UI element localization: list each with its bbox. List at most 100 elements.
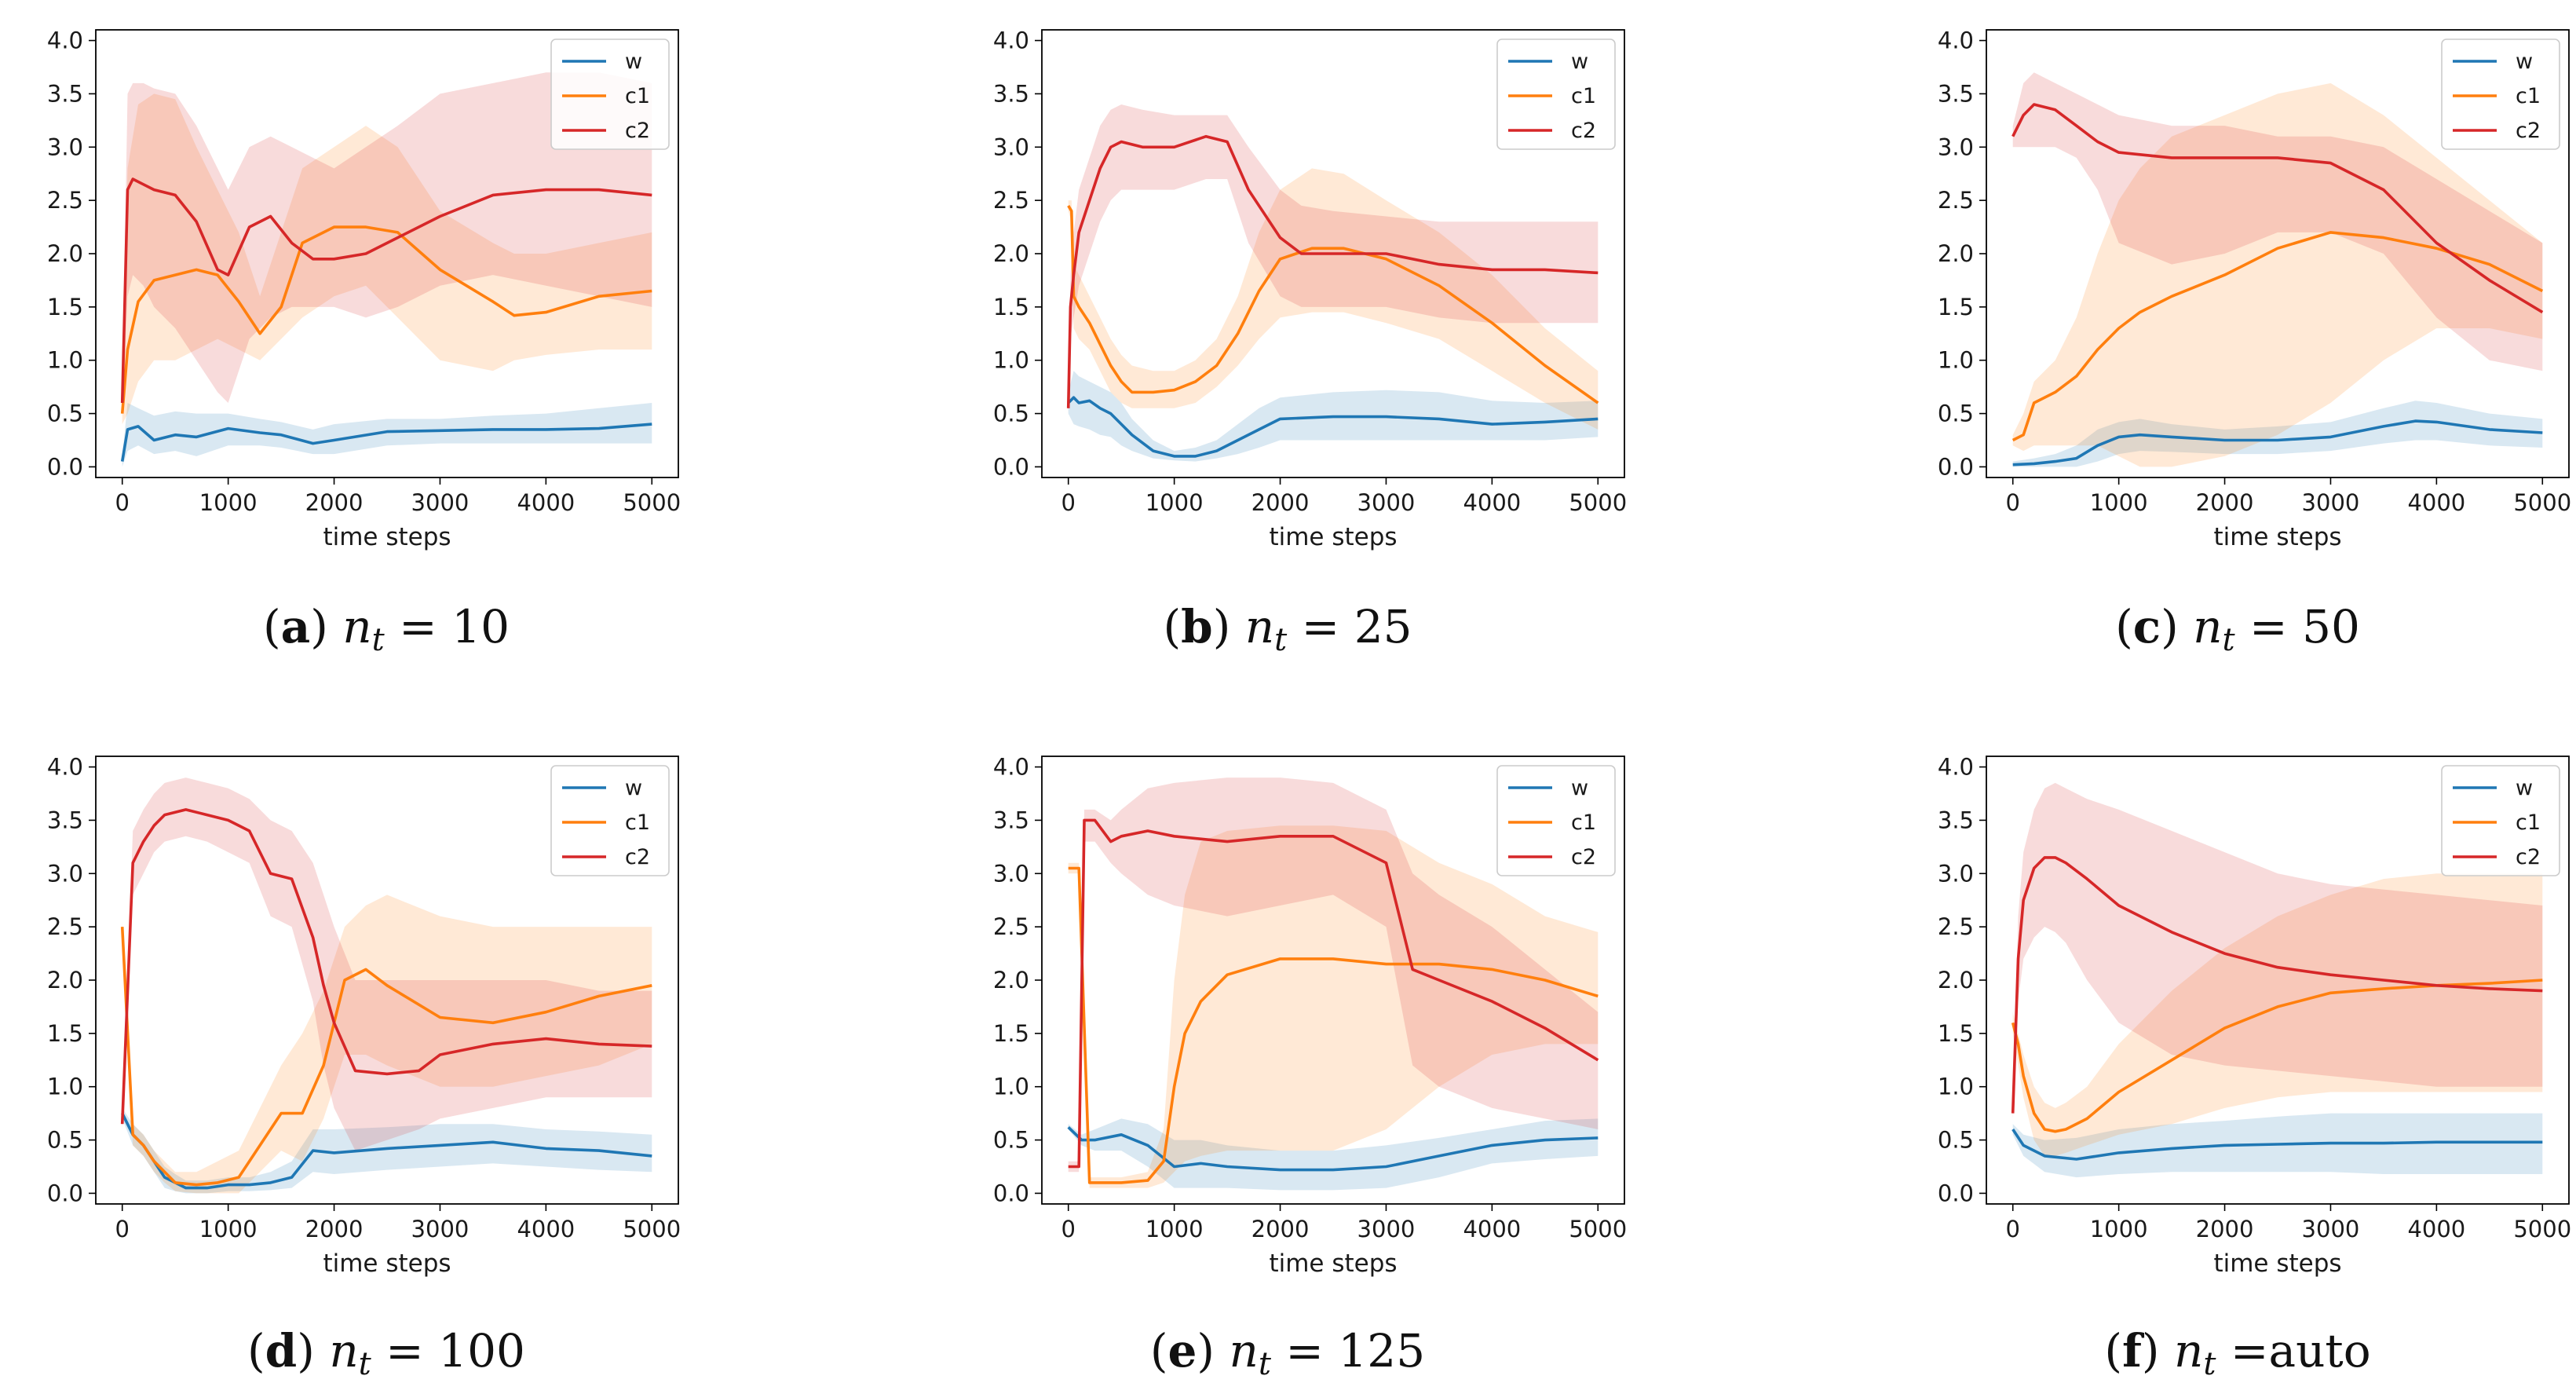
x-tick-label: 5000 [623, 1216, 681, 1242]
legend-box [2441, 38, 2560, 150]
x-tick-label: 0 [2006, 489, 2020, 516]
caption-subscript: t [359, 1346, 372, 1382]
y-tick-label: 0.0 [993, 1180, 1029, 1206]
legend-box [1496, 38, 1616, 150]
y-tick-label: 2.0 [993, 240, 1029, 267]
x-tick-label: 0 [2006, 1216, 2020, 1242]
legend-label-w: w [2516, 49, 2533, 74]
y-tick-label: 1.5 [47, 1020, 83, 1047]
x-tick-label: 1000 [2090, 1216, 2148, 1242]
series-line-c1 [2011, 231, 2544, 442]
caption-variable: n [342, 600, 371, 653]
band-group [122, 777, 652, 1194]
confidence-band-c1 [2012, 82, 2543, 467]
y-tick-label: 3.5 [993, 807, 1029, 833]
series-line-w [2011, 1129, 2543, 1161]
caption-variable: n [1229, 1324, 1258, 1378]
caption-letter: e [1168, 1324, 1197, 1378]
y-tick-label: 2.5 [1938, 913, 1974, 940]
legend-label-c1: c1 [1571, 84, 1596, 108]
series-line-c2 [120, 808, 652, 1125]
y-tick-label: 3.0 [1938, 860, 1974, 887]
confidence-band-w [122, 1107, 652, 1194]
x-tick-label: 3000 [2302, 489, 2360, 516]
legend-box [1496, 765, 1616, 876]
x-tick-label: 1000 [199, 489, 258, 516]
caption-subscript: t [1259, 1346, 1272, 1382]
y-tick-label: 3.0 [1938, 134, 1974, 160]
y-tick-label: 0.5 [993, 1127, 1029, 1154]
series-line-c2 [1068, 818, 1599, 1169]
series-line-w [1067, 1126, 1599, 1172]
y-tick-label: 0.5 [993, 401, 1029, 427]
confidence-band-c1 [122, 895, 652, 1194]
caption-equals: = [385, 600, 451, 653]
caption-value: 25 [1354, 600, 1412, 653]
caption-variable: n [1245, 600, 1274, 653]
caption-equals: = [1271, 1324, 1338, 1378]
series-line-w [1067, 396, 1599, 458]
y-tick-label: 0.5 [47, 401, 83, 427]
series-line-c2 [2011, 103, 2544, 314]
legend-label-c1: c1 [625, 84, 650, 108]
legend-label-c2: c2 [625, 845, 650, 869]
caption-close-paren: ) [1213, 600, 1245, 653]
band-group [1068, 777, 1599, 1191]
series-line-c1 [1067, 204, 1599, 404]
y-tick-label: 0.0 [1938, 453, 1974, 480]
y-tick-label: 3.0 [993, 134, 1029, 160]
y-tick-label: 3.5 [993, 80, 1029, 107]
caption-close-paren: ) [310, 600, 342, 653]
y-tick-label: 0.0 [993, 453, 1029, 480]
x-axis-label: time steps [323, 1249, 451, 1278]
confidence-band-c1 [1068, 825, 1599, 1188]
y-tick-label: 4.0 [47, 27, 83, 54]
confidence-band-c1 [2012, 873, 2543, 1156]
x-tick-label: 5000 [623, 489, 681, 516]
x-tick-label: 2000 [1251, 1216, 1310, 1242]
legend-label-c2: c2 [625, 119, 650, 143]
legend-label-c2: c2 [2516, 119, 2541, 143]
y-tick-label: 1.0 [993, 1074, 1029, 1100]
x-tick-label: 0 [1061, 489, 1076, 516]
x-tick-label: 1000 [2090, 489, 2148, 516]
caption-value: 125 [1338, 1324, 1425, 1378]
x-tick-label: 0 [1061, 1216, 1076, 1242]
x-tick-label: 1000 [1145, 1216, 1204, 1242]
x-tick-label: 3000 [1357, 1216, 1416, 1242]
y-tick-label: 2.5 [47, 187, 83, 214]
legend-label-c1: c1 [625, 810, 650, 835]
caption-letter: b [1181, 600, 1213, 653]
y-tick-label: 0.5 [1938, 401, 1974, 427]
caption-equals: = [2235, 600, 2302, 653]
y-tick-label: 3.0 [993, 860, 1029, 887]
series-line-w [120, 423, 652, 462]
caption-letter: d [265, 1324, 298, 1378]
legend-label-c1: c1 [2516, 84, 2541, 108]
chart-panel-e: 0.0 0.5 1.0 1.5 2.0 2.5 3.0 3.5 4.0 0 1000 2000 3000… [993, 754, 1627, 1382]
caption-subscript: t [2203, 1346, 2216, 1382]
legend: w c1 c2 [2441, 38, 2560, 150]
subfigure-caption: (a) nt = 10 [263, 600, 510, 658]
confidence-band-c2 [1068, 777, 1599, 1173]
caption-letter: a [281, 600, 311, 653]
subfigure-caption: (d) nt = 100 [247, 1324, 525, 1382]
caption-value: 100 [438, 1324, 525, 1378]
x-tick-label: 2000 [305, 1216, 364, 1242]
x-tick-label: 5000 [1569, 489, 1627, 516]
legend-label-w: w [625, 49, 642, 74]
y-tick-label: 0.0 [47, 453, 83, 480]
caption-equals: = [371, 1324, 438, 1378]
y-tick-label: 0.0 [1938, 1180, 1974, 1206]
x-tick-label: 5000 [2513, 489, 2571, 516]
series-line-c2 [1066, 134, 1599, 408]
caption-value: auto [2268, 1324, 2370, 1378]
x-tick-label: 3000 [1357, 489, 1416, 516]
chart-panel-f: 0.0 0.5 1.0 1.5 2.0 2.5 3.0 3.5 4.0 0 1000 2000 3000… [1938, 754, 2571, 1382]
line-group [120, 808, 652, 1190]
legend-label-w: w [1571, 49, 1588, 74]
y-tick-label: 2.5 [993, 187, 1029, 214]
series-line-w [2012, 419, 2543, 466]
legend-label-w: w [1571, 776, 1588, 800]
